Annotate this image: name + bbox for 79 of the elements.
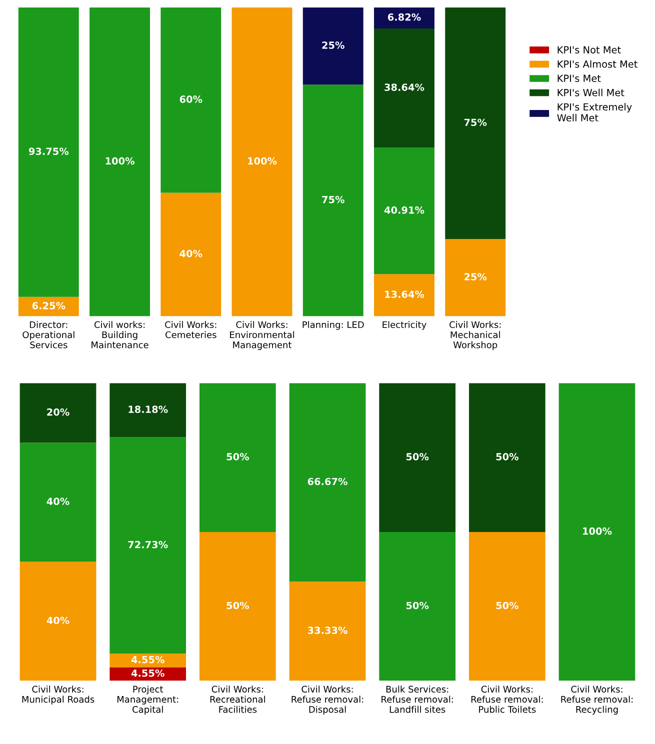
legend-label: KPI's Almost Met bbox=[558, 60, 638, 68]
data-label: 4.55% bbox=[131, 656, 164, 664]
bar bbox=[110, 654, 186, 668]
x-tick-label: Civil Works: Cemeteries bbox=[165, 321, 216, 338]
data-label: 72.73% bbox=[128, 540, 168, 548]
x-tick-label: Civil Works: Refuse removal: Recycling bbox=[561, 686, 633, 715]
legend-label: KPI's Extremely Well Met bbox=[557, 103, 632, 122]
bar bbox=[379, 383, 456, 532]
bar bbox=[468, 383, 546, 532]
data-label: 13.64% bbox=[385, 290, 424, 298]
legend-label: KPI's Met bbox=[558, 74, 601, 82]
data-label: 100% bbox=[106, 157, 134, 165]
bar bbox=[374, 7, 434, 28]
data-label: 50% bbox=[226, 602, 249, 610]
bar bbox=[468, 532, 546, 681]
data-label: 38.64% bbox=[384, 84, 424, 91]
x-tick-label: Planning: LED bbox=[302, 321, 364, 330]
bar bbox=[18, 7, 79, 297]
data-label: 40% bbox=[46, 498, 70, 506]
x-tick-label: Electricity bbox=[382, 321, 426, 330]
data-label: 6.25% bbox=[32, 302, 66, 310]
data-label: 25% bbox=[464, 273, 487, 280]
data-label: 50% bbox=[226, 453, 249, 460]
data-label: 20% bbox=[47, 408, 70, 416]
data-label: 33.33% bbox=[308, 626, 348, 634]
bar bbox=[232, 7, 292, 316]
legend-label: KPI's Not Met bbox=[558, 46, 621, 54]
x-tick-label: Civil Works: Environmental Management bbox=[230, 321, 294, 350]
bar bbox=[289, 383, 366, 582]
bar bbox=[160, 192, 222, 316]
bar bbox=[199, 383, 276, 532]
data-label: 50% bbox=[406, 453, 429, 460]
bar bbox=[20, 383, 96, 443]
data-label: 40.91% bbox=[384, 206, 424, 214]
bar bbox=[110, 437, 186, 654]
x-tick-label: Civil Works: Refuse removal: Public Toilets bbox=[471, 686, 543, 713]
bar bbox=[90, 7, 150, 316]
x-tick-label: Bulk Services: Refuse removal: Landfill sites bbox=[382, 686, 453, 713]
data-label: 6.82% bbox=[388, 13, 421, 21]
bar bbox=[445, 7, 506, 240]
bar bbox=[199, 532, 276, 681]
data-label: 100% bbox=[248, 157, 277, 165]
data-label: 50% bbox=[496, 453, 518, 460]
bar bbox=[379, 532, 456, 681]
bar bbox=[558, 383, 636, 681]
x-tick-label: Project Management: Capital bbox=[117, 686, 178, 715]
data-label: 75% bbox=[322, 196, 344, 204]
x-tick-label: Civil works: Building Maintenance bbox=[92, 321, 148, 348]
bar bbox=[110, 383, 186, 438]
data-label: 50% bbox=[496, 602, 518, 610]
x-tick-label: Civil Works: Mechanical Workshop bbox=[450, 321, 501, 350]
data-label: 4.55% bbox=[131, 669, 164, 677]
x-tick-label: Director: Operational Services bbox=[22, 321, 74, 348]
bar bbox=[20, 562, 96, 681]
bar bbox=[110, 667, 186, 681]
data-label: 60% bbox=[180, 96, 202, 103]
bar bbox=[302, 84, 364, 316]
bar bbox=[445, 239, 506, 316]
bar bbox=[289, 582, 366, 681]
data-label: 93.75% bbox=[28, 148, 69, 155]
bar bbox=[18, 296, 79, 316]
x-tick-label: Civil Works: Municipal Roads bbox=[22, 686, 94, 704]
data-label: 18.18% bbox=[128, 406, 168, 414]
bar bbox=[374, 148, 434, 274]
x-tick-label: Civil Works: Refuse removal: Disposal bbox=[292, 686, 364, 715]
data-label: 50% bbox=[406, 602, 429, 610]
data-label: 100% bbox=[583, 527, 612, 535]
bar bbox=[160, 7, 222, 193]
x-tick-label: Civil Works: Recreational Facilities bbox=[210, 686, 265, 713]
bar bbox=[374, 28, 434, 148]
data-label: 25% bbox=[322, 42, 344, 49]
bar bbox=[302, 7, 364, 85]
bar bbox=[20, 442, 96, 562]
data-label: 40% bbox=[46, 616, 70, 624]
data-label: 40% bbox=[180, 250, 202, 258]
bar bbox=[374, 274, 434, 316]
data-label: 66.67% bbox=[308, 478, 348, 486]
data-label: 75% bbox=[464, 118, 487, 126]
legend-label: KPI's Well Met bbox=[558, 88, 624, 96]
